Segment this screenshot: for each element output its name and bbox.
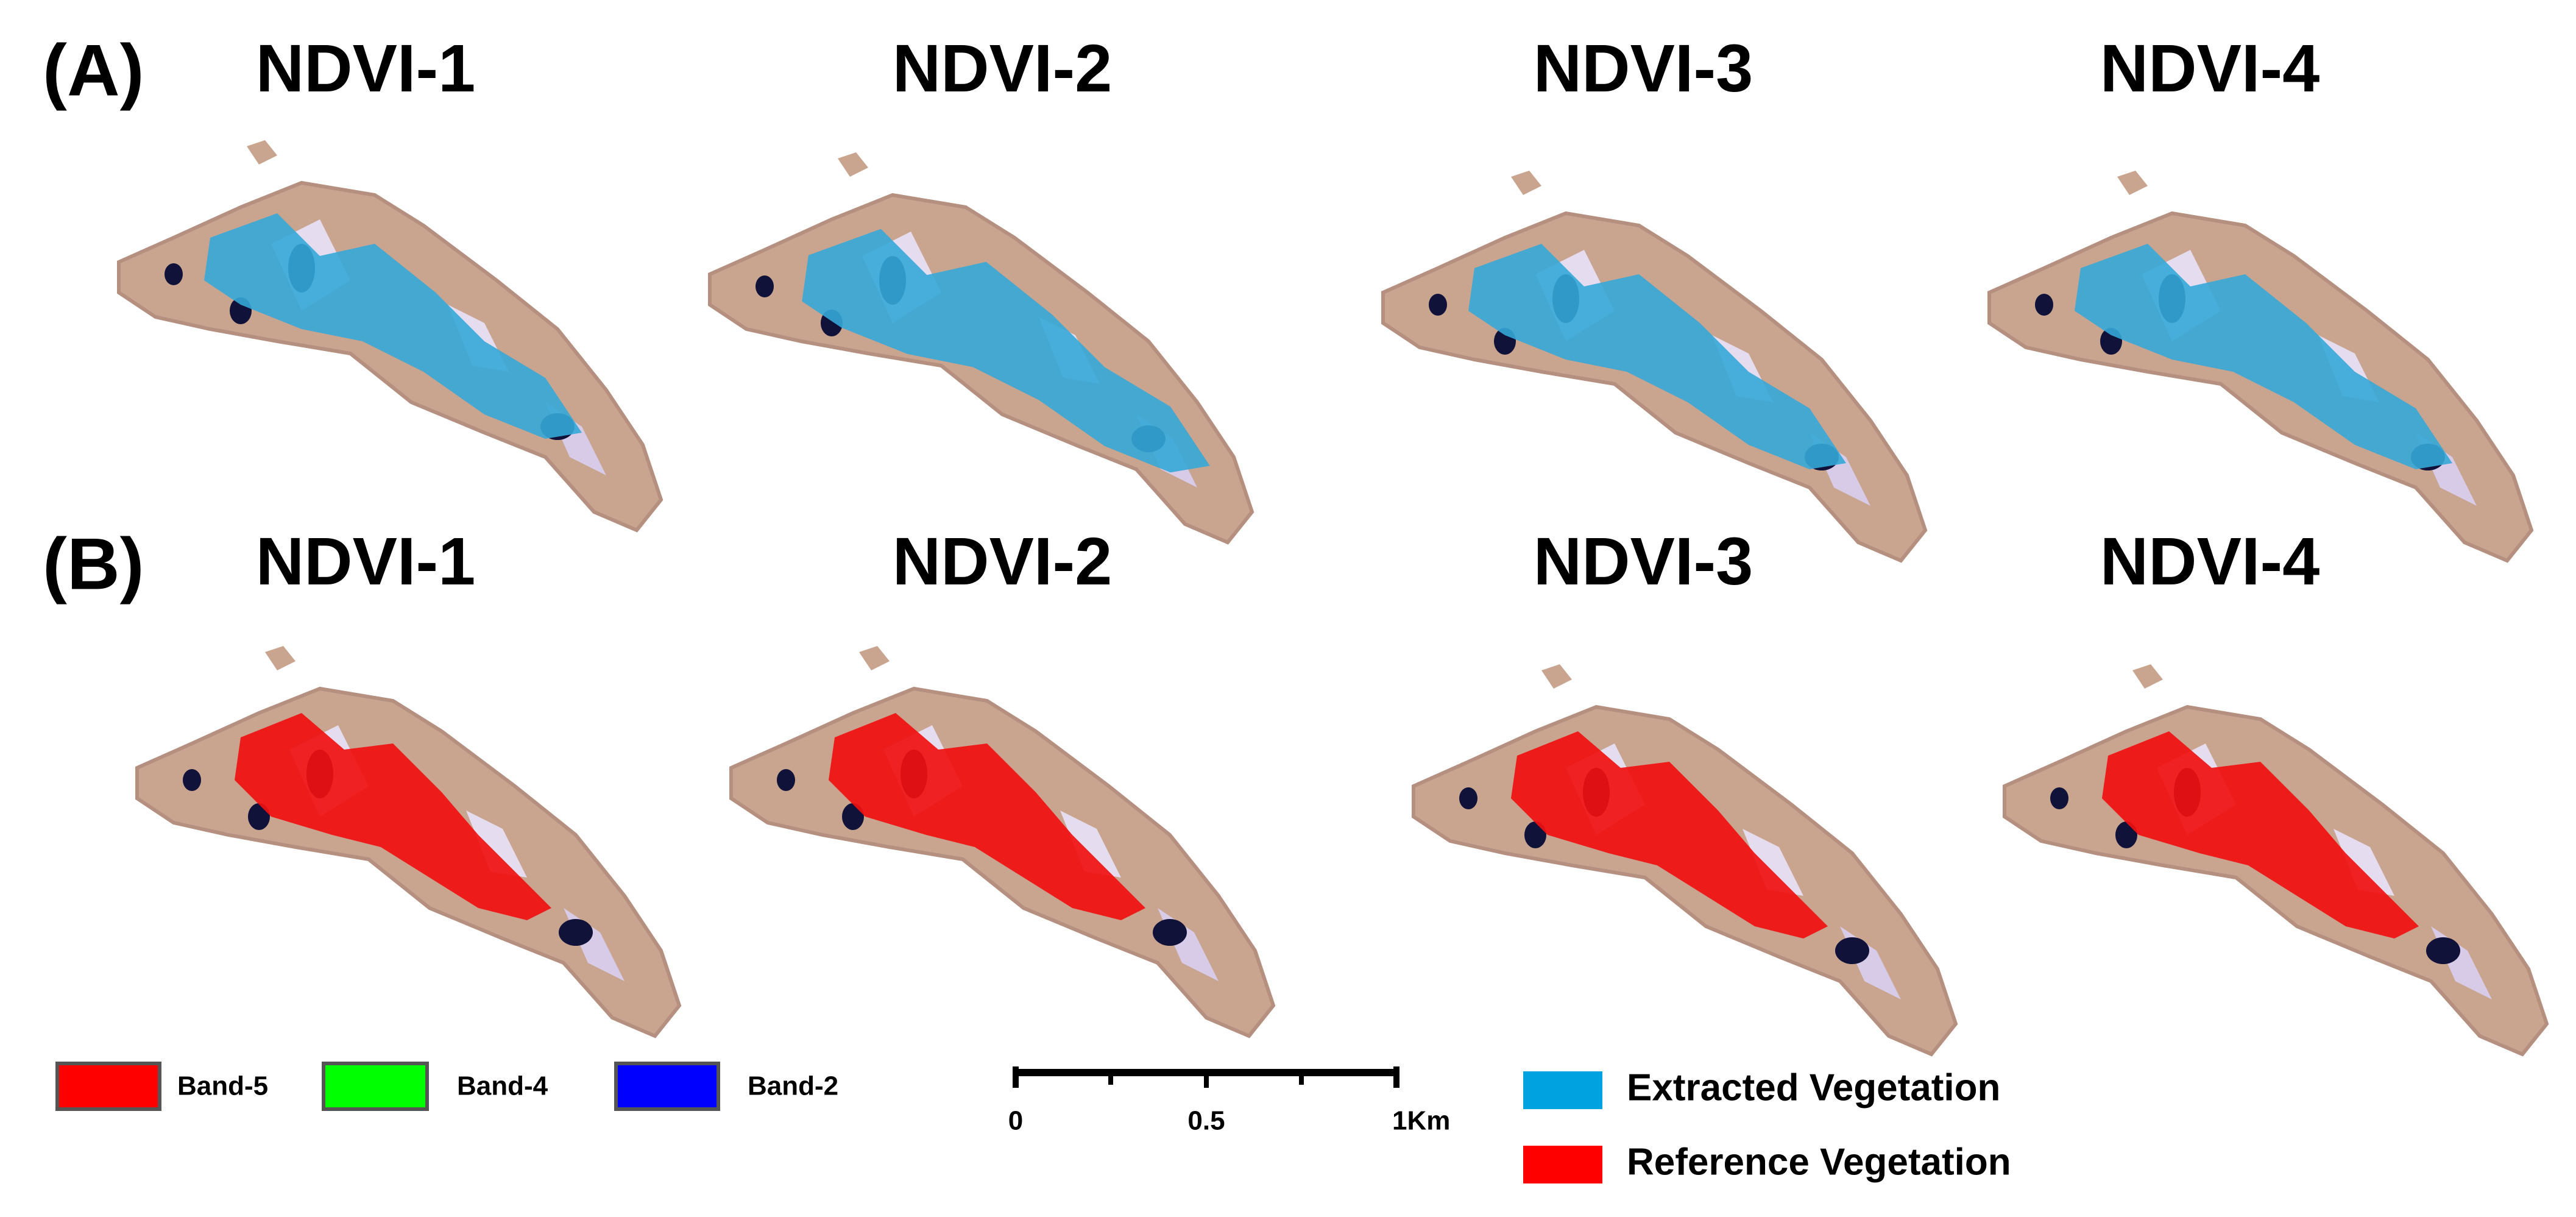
map (1414, 664, 1956, 1054)
map-title: NDVI-2 (893, 31, 1113, 106)
class-swatch (1523, 1146, 1602, 1183)
map-title: NDVI-2 (893, 524, 1113, 599)
band-swatch (55, 1062, 161, 1111)
map (1383, 171, 1925, 561)
map-title: NDVI-4 (2100, 31, 2320, 106)
band-swatch (322, 1062, 429, 1111)
class-swatch (1523, 1071, 1602, 1109)
panel-label: (A) (43, 30, 144, 112)
scale-label: 1Km (1392, 1106, 1450, 1136)
map-title: NDVI-1 (256, 31, 476, 106)
map-title: NDVI-3 (1534, 31, 1753, 106)
map (731, 646, 1273, 1036)
map-title: NDVI-1 (256, 524, 476, 599)
map (119, 140, 661, 530)
band-swatch (614, 1062, 720, 1111)
scale-label: 0.5 (1187, 1106, 1225, 1136)
band-label: Band-5 (177, 1071, 268, 1101)
scale-label: 0 (1008, 1106, 1023, 1136)
map-title: NDVI-3 (1534, 524, 1753, 599)
map (2005, 664, 2547, 1054)
class-label: Reference Vegetation (1627, 1141, 2011, 1183)
panel-label: (B) (43, 523, 144, 605)
band-label: Band-4 (457, 1071, 548, 1101)
scale-bar (1013, 1066, 1399, 1088)
map (137, 646, 679, 1036)
map (710, 152, 1252, 542)
map-title: NDVI-4 (2100, 524, 2320, 599)
band-label: Band-2 (748, 1071, 838, 1101)
class-label: Extracted Vegetation (1627, 1066, 2000, 1109)
map (1989, 171, 2532, 561)
